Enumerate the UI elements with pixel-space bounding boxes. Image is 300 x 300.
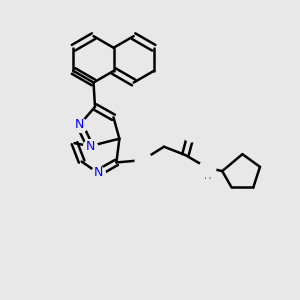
Text: H: H — [204, 171, 211, 181]
Text: N: N — [202, 161, 212, 174]
Text: N: N — [85, 140, 94, 153]
Text: O: O — [186, 126, 197, 140]
Text: S: S — [138, 153, 147, 167]
Text: N: N — [93, 167, 103, 179]
Text: N: N — [75, 118, 84, 131]
